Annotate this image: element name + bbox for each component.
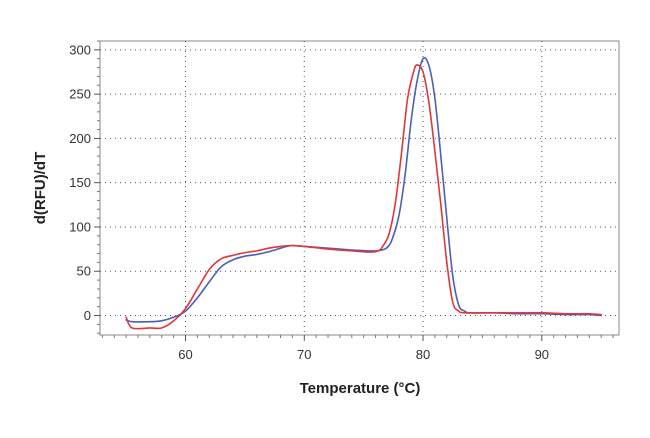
tick-labels: 60 70 80 90 0 50 100 150 200 250 300 — [69, 42, 549, 362]
x-tick-label: 70 — [297, 347, 311, 362]
minor-ticks — [97, 40, 614, 338]
x-tick-label: 60 — [178, 347, 192, 362]
y-tick-label: 250 — [69, 87, 91, 102]
x-tick-label: 90 — [535, 347, 549, 362]
plot-frame — [99, 40, 620, 336]
series-line-1 — [125, 57, 602, 323]
x-tick-label: 80 — [416, 347, 430, 362]
series-line-2 — [125, 64, 602, 330]
y-tick-label: 100 — [69, 219, 91, 234]
y-tick-label: 300 — [69, 42, 91, 57]
x-axis-title: Temperature (°C) — [300, 380, 421, 397]
y-tick-label: 150 — [69, 175, 91, 190]
major-ticks — [94, 49, 543, 341]
series-layer — [125, 57, 602, 330]
y-tick-label: 200 — [69, 131, 91, 146]
y-tick-label: 0 — [84, 308, 91, 323]
y-tick-label: 50 — [77, 264, 91, 279]
y-axis-title: d(RFU)/dT — [32, 152, 49, 224]
grid — [100, 41, 619, 335]
